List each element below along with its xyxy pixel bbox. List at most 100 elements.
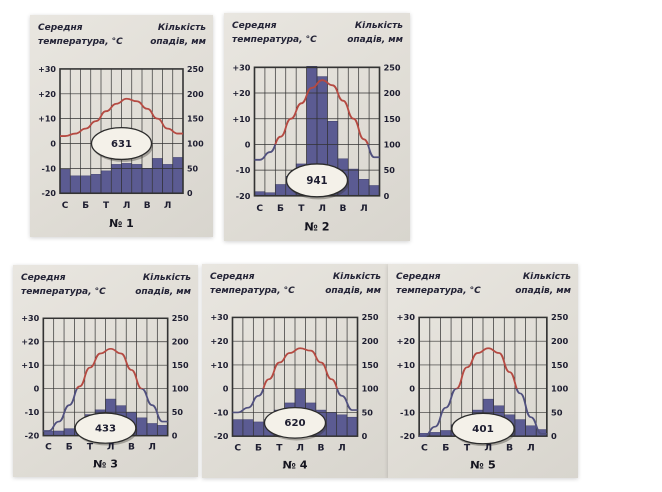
climograph-panel-3: Середня температура, °С Кількість опадів…	[13, 265, 198, 477]
temperature-curve-below-zero	[232, 388, 358, 414]
climograph-plot-4: 620 +30 +20 +10 0 -10 -20 250 200 150 100 50 0 С Б Т Л В Л…	[210, 313, 379, 471]
temp-tick-label: +10	[21, 361, 40, 370]
month-label: Л	[164, 201, 171, 211]
temp-axis-title-line2: температура, °С	[38, 36, 123, 47]
precip-tick-label: 200	[362, 337, 379, 346]
precip-axis-title-line2: опадів, мм	[135, 286, 191, 297]
precip-tick-label: 100	[384, 139, 401, 149]
month-label: Л	[527, 444, 535, 454]
temp-tick-label: +30	[210, 313, 229, 322]
precip-tick-label: 0	[187, 189, 193, 198]
precip-tick-label: 250	[172, 314, 189, 323]
precip-bar	[157, 425, 168, 436]
precip-axis-title: Кількість опадів, мм	[150, 22, 206, 57]
precip-axis-title-line2: опадів, мм	[515, 285, 571, 296]
month-label: Б	[255, 444, 262, 454]
precip-tick-label: 250	[187, 65, 204, 74]
precip-bar	[358, 179, 370, 197]
temp-tick-label: 0	[50, 140, 56, 149]
month-label: Б	[442, 444, 449, 454]
precip-bar	[232, 419, 244, 437]
climograph-plot-2: 941 +30 +20 +10 0 -10 -20 250 200 150 100 50 0 С Б Т Л В Л…	[232, 62, 401, 233]
temp-tick-label: -10	[25, 408, 40, 417]
precip-tick-label: 0	[172, 432, 178, 441]
temp-axis-title: Середня температура, °С	[38, 22, 123, 57]
temperature-curve-below-zero	[419, 388, 547, 438]
temp-axis-title-line1: Середня	[210, 272, 255, 282]
temp-axis-title-line2: температура, °С	[210, 285, 295, 296]
precip-tick-label: 100	[551, 385, 569, 394]
precip-bar	[152, 158, 163, 194]
precip-axis-title: Кількість опадів, мм	[135, 272, 191, 307]
chart-header: Середня температура, °С Кількість опадів…	[202, 264, 388, 306]
precip-tick-label: 150	[384, 114, 401, 124]
month-label: С	[421, 444, 428, 454]
month-label: В	[506, 444, 513, 454]
precip-bar	[346, 416, 358, 437]
month-label: В	[144, 201, 151, 211]
chart-header: Середня температура, °С Кількість опадів…	[224, 13, 410, 55]
precip-tick-label: 200	[384, 88, 401, 98]
precip-tick-label: 50	[172, 408, 184, 417]
month-label: Л	[484, 444, 492, 454]
precip-bar	[141, 168, 153, 194]
climograph-panel-1: Середня температура, °С Кількість опадів…	[30, 15, 213, 237]
precip-axis-title: Кількість опадів, мм	[347, 20, 403, 55]
climograph-plot-3: 433 +30 +20 +10 0 -10 -20 250 200 150 100 50 0 С Б Т Л В Л…	[21, 314, 189, 470]
climograph-plot-1: 631 +30 +20 +10 0 -10 -20 250 200 150 100 50 0 С Б Т Л В Л…	[38, 65, 204, 230]
climograph-panel-2: Середня температура, °С Кількість опадів…	[224, 13, 410, 241]
month-label: В	[128, 443, 135, 453]
month-label: Л	[318, 203, 326, 214]
temp-axis-title-line1: Середня	[232, 21, 277, 31]
month-label: Т	[464, 444, 471, 454]
temp-axis-title-line1: Середня	[396, 272, 441, 282]
temp-tick-label: -10	[42, 164, 57, 173]
month-label: Л	[360, 203, 368, 214]
annual-total-oval	[74, 412, 137, 444]
precip-tick-label: 150	[551, 361, 569, 370]
chart-header: Середня температура, °С Кількість опадів…	[30, 15, 213, 57]
temp-tick-label: +30	[232, 62, 250, 72]
climograph-panel-5: Середня температура, °С Кількість опадів…	[388, 264, 578, 478]
temp-tick-label: 0	[409, 385, 415, 394]
precip-bar	[242, 419, 254, 437]
temp-tick-label: -20	[214, 432, 229, 441]
temp-tick-label: -20	[400, 432, 415, 441]
precip-axis-title-line1: Кількість	[142, 273, 191, 283]
annual-total-oval	[285, 163, 349, 198]
temp-tick-label: -20	[236, 191, 251, 201]
temp-tick-label: -10	[400, 409, 415, 418]
precip-tick-label: 200	[172, 338, 189, 347]
temperature-curve-above-zero	[262, 347, 339, 389]
temp-tick-label: -10	[214, 409, 229, 418]
precip-tick-label: 0	[384, 191, 390, 201]
month-label: С	[45, 443, 52, 453]
month-label: Л	[107, 443, 115, 453]
precip-tick-label: 250	[362, 313, 379, 322]
annual-total-value: 433	[95, 424, 116, 435]
precip-bar	[63, 428, 75, 436]
temp-tick-label: +20	[38, 90, 56, 99]
precip-tick-label: 250	[551, 314, 569, 323]
precip-bar	[514, 419, 526, 437]
temp-tick-label: +20	[21, 338, 40, 347]
precip-tick-label: 200	[551, 337, 569, 346]
month-label: Т	[298, 203, 305, 214]
precip-tick-label: 0	[362, 432, 368, 441]
temp-tick-label: +10	[396, 361, 415, 370]
precip-tick-label: 150	[187, 115, 204, 124]
temp-tick-label: +30	[21, 314, 40, 323]
temp-axis-title: Середня температура, °С	[21, 272, 106, 307]
precip-bar	[275, 184, 286, 197]
chart-caption: № 1	[109, 217, 134, 230]
month-label: Л	[148, 443, 156, 453]
temp-tick-label: +20	[210, 337, 229, 346]
annual-total-oval	[263, 407, 327, 439]
temp-tick-label: -20	[25, 432, 40, 441]
temp-tick-label: -20	[42, 189, 57, 198]
temp-axis-title: Середня температура, °С	[232, 20, 317, 55]
month-label: С	[256, 203, 263, 214]
temperature-curve-below-zero	[254, 144, 380, 161]
annual-total-value: 941	[306, 176, 327, 187]
